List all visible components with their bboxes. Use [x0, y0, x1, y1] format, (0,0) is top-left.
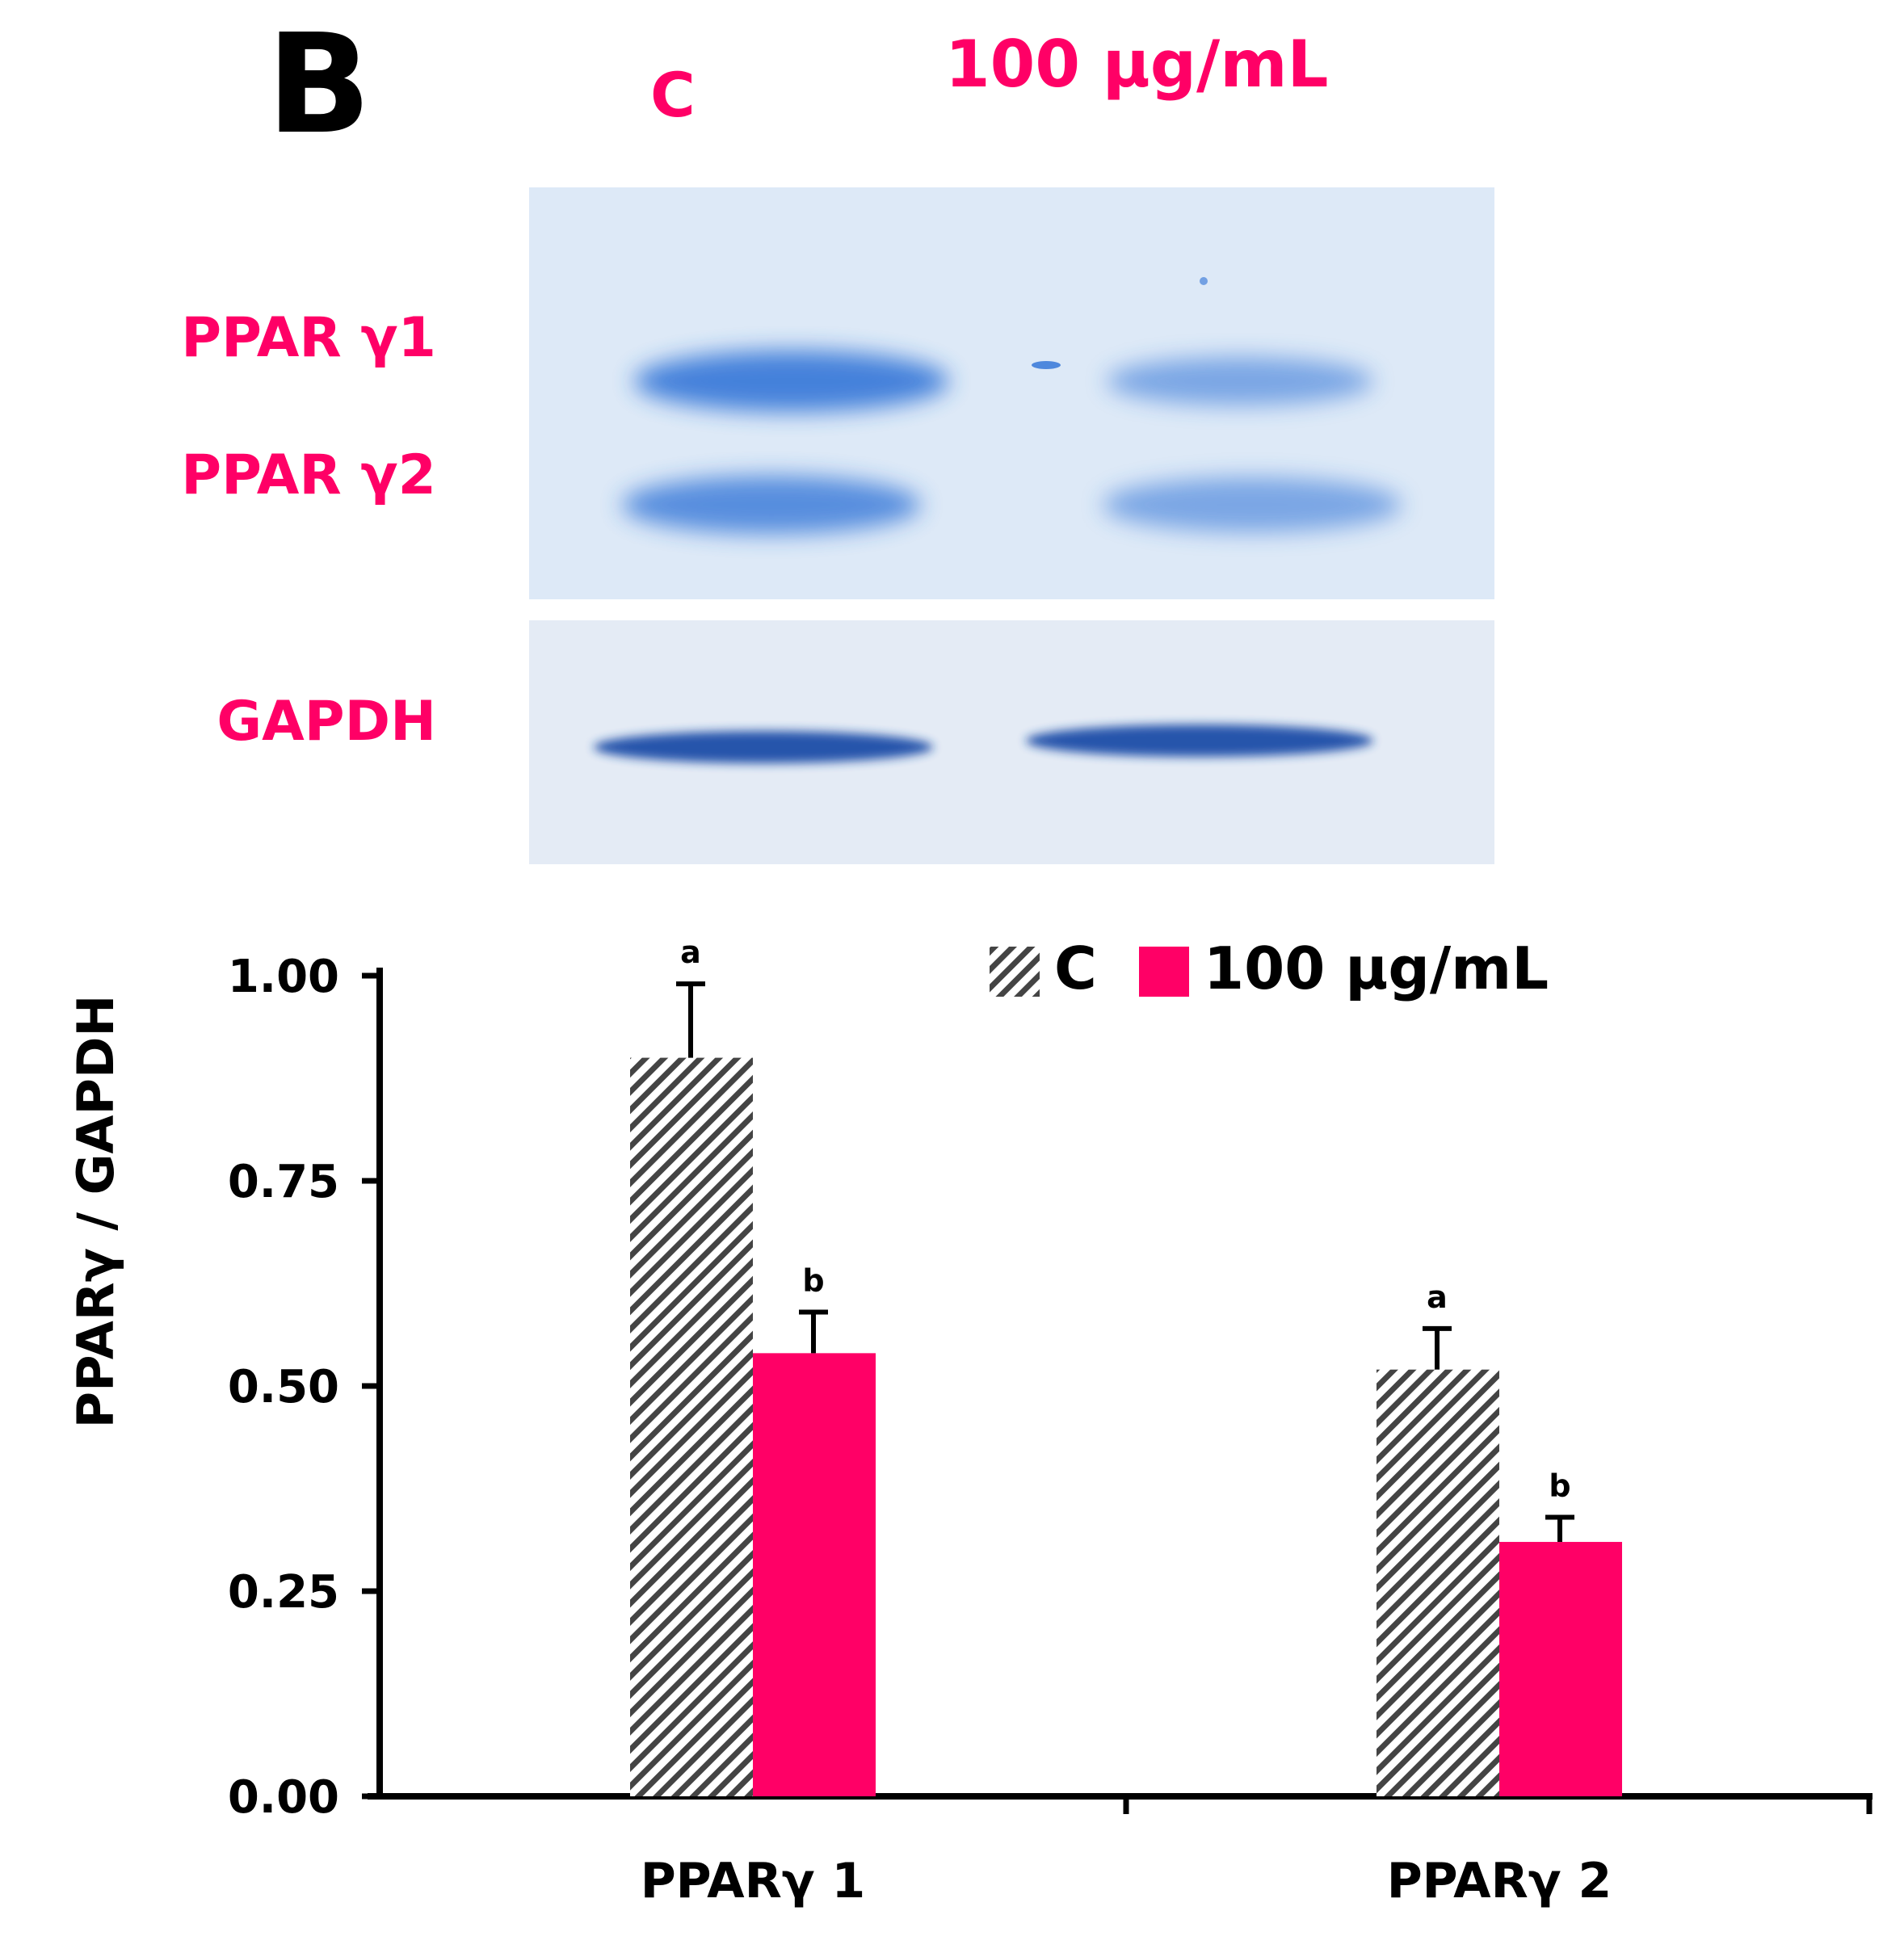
- legend-label-dose: 100 μg/mL: [1204, 934, 1549, 1002]
- panel-letter: B: [267, 5, 372, 165]
- blot-ppar-panel: [529, 187, 1494, 599]
- significance-letter: b: [802, 1263, 824, 1299]
- blot-band-g1-dose: [1107, 357, 1373, 405]
- x-category-label: PPARγ 2: [1387, 1853, 1612, 1909]
- blot-band-gapdh-dose: [1026, 724, 1373, 757]
- blot-band-label-ppar-g1: PPAR γ1: [181, 306, 436, 370]
- blot-lane-label-dose: 100 μg/mL: [945, 27, 1329, 102]
- blot-band-g2-dose: [1103, 477, 1402, 532]
- y-tick-label: 0.75: [228, 1156, 339, 1208]
- x-category-label: PPARγ 1: [641, 1853, 866, 1909]
- bar-dose: [753, 1353, 876, 1796]
- blot-lane-label-control: C: [650, 59, 696, 131]
- bar-dose: [1499, 1542, 1622, 1796]
- y-tick-label: 0.50: [228, 1361, 339, 1413]
- blot-band-label-ppar-g2: PPAR γ2: [181, 443, 436, 507]
- significance-letter: a: [1427, 1279, 1448, 1315]
- legend-swatch-control: [990, 947, 1040, 997]
- bar-chart: 0.00 0.25 0.50 0.75 1.00 PPARγ 1 PPARγ 2 a b a b…: [66, 934, 1872, 1909]
- blot-band-g1-control: [634, 351, 949, 412]
- y-tick-label: 1.00: [228, 951, 339, 1003]
- significance-letter: a: [680, 934, 701, 970]
- blot-gapdh-panel: [529, 620, 1494, 864]
- y-tick-label: 0.00: [228, 1771, 339, 1824]
- bar-control: [630, 1057, 753, 1796]
- blot-speck: [1032, 361, 1061, 369]
- legend-swatch-dose: [1139, 947, 1189, 997]
- bar-control: [1377, 1369, 1499, 1796]
- legend-label-control: C: [1054, 934, 1097, 1002]
- y-axis-title: PPARγ / GAPDH: [66, 995, 125, 1429]
- y-tick-label: 0.25: [228, 1566, 339, 1619]
- blot-band-label-gapdh: GAPDH: [216, 690, 436, 754]
- blot-band-gapdh-control: [594, 731, 933, 763]
- significance-letter: b: [1549, 1468, 1570, 1504]
- legend: C 100 μg/mL: [990, 934, 1549, 1002]
- blot-speck: [1200, 277, 1208, 285]
- blot-band-g2-control: [622, 476, 921, 534]
